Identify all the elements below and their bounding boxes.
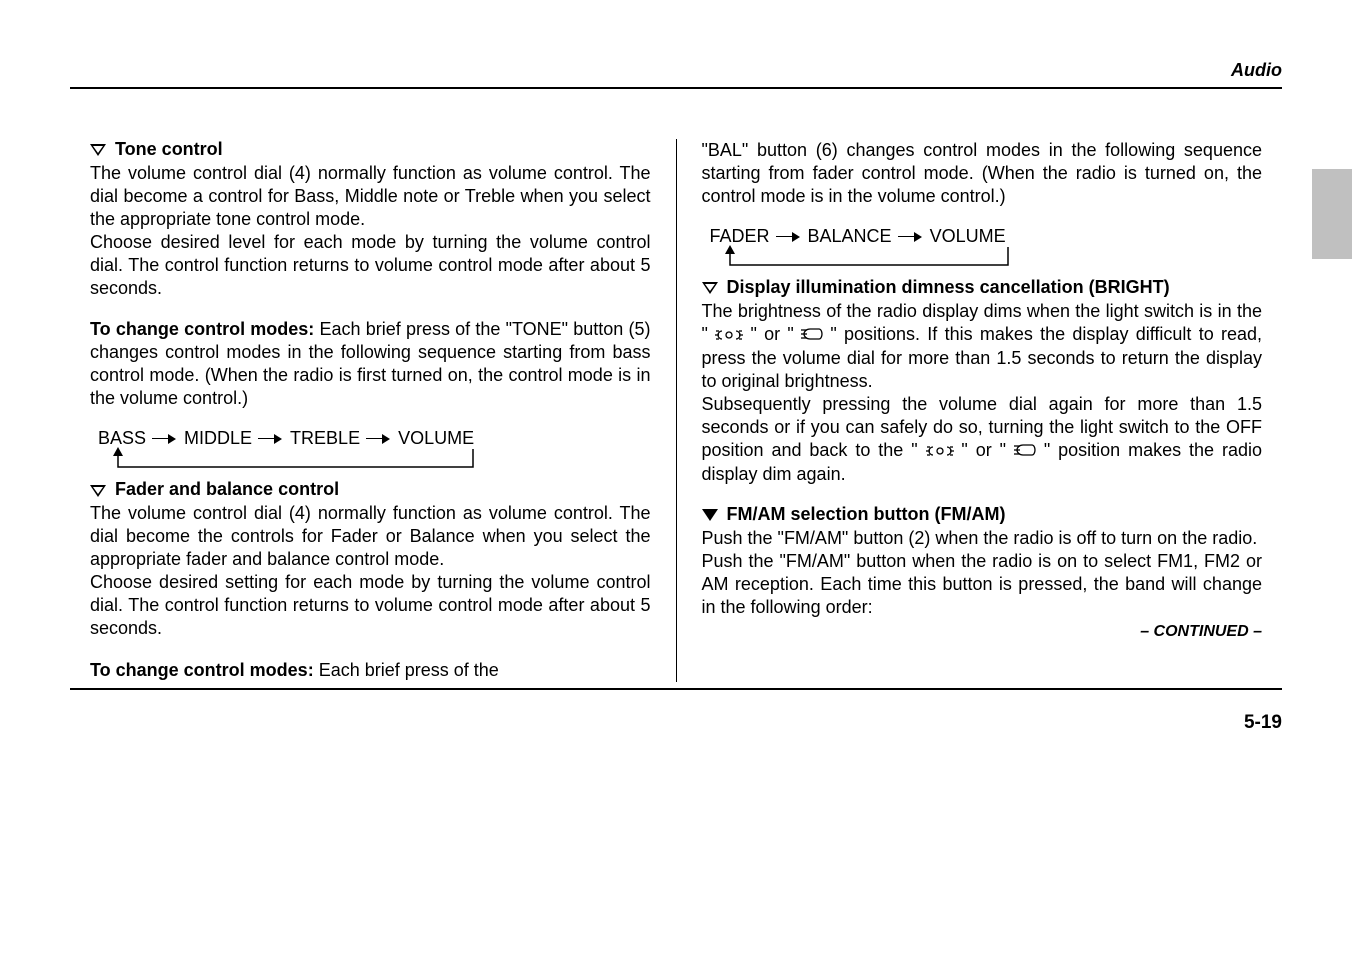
arrow-right-icon [898, 231, 924, 243]
bright-p1b: " or " [743, 324, 801, 344]
tone-p1: The volume control dial (4) normally fun… [90, 162, 651, 231]
header-rule [70, 87, 1282, 89]
headlight-icon [801, 324, 823, 347]
header-section-name: Audio [1231, 60, 1282, 80]
flow-volume2: VOLUME [930, 226, 1006, 247]
fmam-p2: Push the "FM/AM" button when the radio i… [702, 550, 1263, 619]
triangle-open-icon [90, 144, 106, 156]
parking-light-icon [926, 440, 954, 463]
fader-control-heading: Fader and balance control [90, 479, 651, 500]
fmam-title-text: FM/AM selection button (FM/AM) [727, 504, 1006, 524]
fader-p3-rest: Each brief press of the [314, 660, 499, 680]
bright-p2: Subsequently pressing the volume dial ag… [702, 393, 1263, 486]
flow-treble: TREBLE [290, 428, 360, 449]
flow-fader: FADER [710, 226, 770, 247]
fader-p3-bold: To change control modes: [90, 660, 314, 680]
fader-p2: Choose desired setting for each mode by … [90, 571, 651, 640]
fader-p1: The volume control dial (4) normally fun… [90, 502, 651, 571]
triangle-solid-icon [702, 509, 718, 521]
fader-p3: To change control modes: Each brief pres… [90, 659, 651, 682]
tone-flow-diagram: BASS MIDDLE TREBLE VOLUME [90, 428, 651, 475]
flow-middle: MIDDLE [184, 428, 252, 449]
right-column: "BAL" button (6) changes control modes i… [676, 139, 1283, 682]
flow-volume: VOLUME [398, 428, 474, 449]
content-columns: Tone control The volume control dial (4)… [70, 139, 1282, 682]
tone-p2: Choose desired level for each mode by tu… [90, 231, 651, 300]
return-arrow [98, 449, 651, 475]
flow-balance: BALANCE [808, 226, 892, 247]
bright-title-text: Display illumination dimness cancellatio… [727, 277, 1170, 297]
bal-p1: "BAL" button (6) changes control modes i… [702, 139, 1263, 208]
arrow-right-icon [258, 433, 284, 445]
footer-rule [70, 688, 1282, 690]
arrow-right-icon [366, 433, 392, 445]
tone-title-text: Tone control [115, 139, 223, 159]
parking-light-icon [715, 324, 743, 347]
triangle-open-icon [702, 282, 718, 294]
headlight-icon [1014, 440, 1036, 463]
fmam-heading: FM/AM selection button (FM/AM) [702, 504, 1263, 525]
fader-title-text: Fader and balance control [115, 479, 339, 499]
bright-heading: Display illumination dimness cancellatio… [724, 277, 1263, 298]
flow-bass: BASS [98, 428, 146, 449]
continued-marker: – CONTINUED – [702, 623, 1263, 641]
page-number: 5-19 [70, 712, 1282, 734]
tone-p3: To change control modes: Each brief pres… [90, 318, 651, 410]
page-edge-marker [1312, 169, 1352, 259]
tone-p3-bold: To change control modes: [90, 319, 314, 339]
arrow-right-icon [152, 433, 178, 445]
bright-p1: The brightness of the radio display dims… [702, 300, 1263, 393]
arrow-right-icon [776, 231, 802, 243]
tone-control-heading: Tone control [90, 139, 651, 160]
page-header: Audio [70, 60, 1282, 81]
bright-p2b: " or " [954, 440, 1014, 460]
fader-flow-diagram: FADER BALANCE VOLUME [702, 226, 1263, 273]
fmam-p1: Push the "FM/AM" button (2) when the rad… [702, 527, 1263, 550]
return-arrow-2 [710, 247, 1263, 273]
triangle-open-icon [90, 485, 106, 497]
left-column: Tone control The volume control dial (4)… [70, 139, 676, 682]
